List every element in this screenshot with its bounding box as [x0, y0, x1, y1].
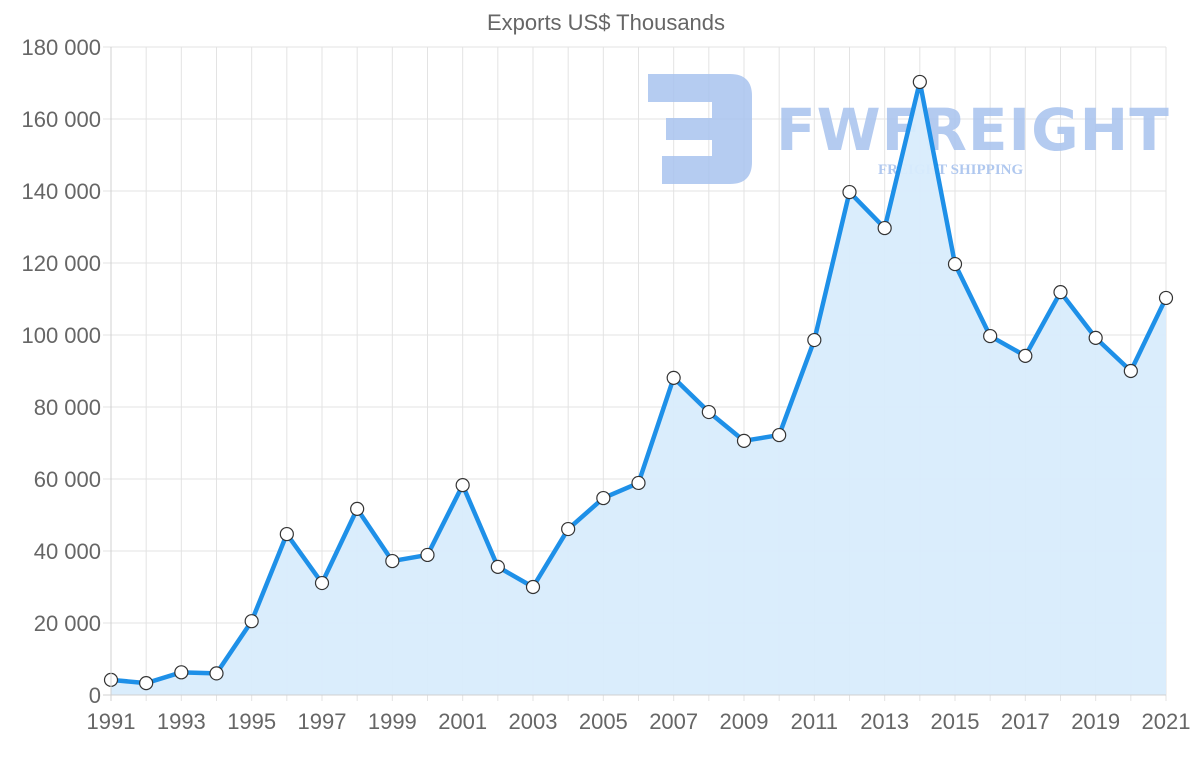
data-point[interactable]: 1998: 51700	[350, 501, 365, 516]
data-point[interactable]: 2018: 111900	[1053, 285, 1068, 300]
x-tick-label: 1997	[298, 709, 347, 734]
area-fill	[111, 81, 1166, 696]
x-tick-label: 2003	[509, 709, 558, 734]
y-tick-label: 160 000	[21, 107, 101, 132]
data-point[interactable]: 2001: 58300	[455, 478, 470, 493]
data-point[interactable]: 2013: 129700	[877, 220, 892, 236]
data-point[interactable]: 2005: 54700	[596, 490, 611, 506]
x-tick-label: 1995	[227, 709, 276, 734]
y-tick-label: 40 000	[34, 539, 101, 564]
data-point[interactable]: 2010: 72200	[772, 427, 787, 443]
y-tick-label: 20 000	[34, 611, 101, 636]
x-tick-label: 2013	[860, 709, 909, 734]
data-point[interactable]: 2014: 170300	[912, 74, 927, 90]
chart-title: Exports US$ Thousands	[487, 10, 725, 35]
x-tick-label: 1991	[87, 709, 136, 734]
axes	[103, 47, 1166, 701]
fwfreight-logo-icon	[648, 74, 752, 184]
data-point[interactable]: 2003: 30000	[525, 579, 541, 595]
y-tick-label: 60 000	[34, 467, 101, 492]
x-tick-label: 1993	[157, 709, 206, 734]
x-tick-label: 2007	[649, 709, 698, 734]
y-tick-label: 180 000	[21, 35, 101, 60]
data-point[interactable]: 2002: 35600	[490, 559, 505, 574]
x-axis-labels: 1991 1993 1995 1997 1999 2001 2003 2005 2007 2009…	[87, 709, 1191, 734]
x-tick-label: 2009	[720, 709, 769, 734]
y-axis-labels: 0 20 000 40 000 60 000 80 000 100 000 120 000 1…	[21, 35, 101, 708]
x-tick-label: 2005	[579, 709, 628, 734]
data-point[interactable]: 1993: 6300	[174, 665, 189, 680]
data-point[interactable]: 2021: 110300	[1158, 290, 1174, 306]
x-tick-label: 2011	[791, 709, 838, 734]
data-point[interactable]: 2017: 94200	[1018, 348, 1033, 363]
data-point[interactable]: 2020: 90000	[1123, 363, 1138, 379]
x-tick-label: 2001	[438, 709, 487, 734]
data-point[interactable]: 2016: 99700	[983, 328, 998, 344]
data-point[interactable]: 2007: 88100	[666, 370, 681, 385]
data-point[interactable]: 2011: 98600	[807, 332, 822, 348]
data-point[interactable]: 1992: 3300	[139, 676, 154, 691]
x-tick-label: 2017	[1001, 709, 1050, 734]
y-tick-label: 100 000	[21, 323, 101, 348]
data-point[interactable]: 2006: 58900	[631, 475, 646, 491]
data-point[interactable]: 2004: 46100	[561, 521, 576, 537]
y-tick-label: 0	[89, 683, 101, 708]
data-point[interactable]: 1995: 20500	[244, 614, 259, 629]
data-point[interactable]: 2012: 139700	[842, 184, 857, 200]
y-tick-label: 120 000	[21, 251, 101, 276]
x-tick-label: 2019	[1071, 709, 1120, 734]
data-point[interactable]: 1997: 31100	[314, 575, 330, 591]
data-point[interactable]: 2008: 78600	[701, 404, 716, 420]
x-tick-label: 2021	[1142, 709, 1191, 734]
data-points: 1991: 42001992: 33001993: 63001994: 6000…	[103, 74, 1174, 691]
data-point[interactable]: 1999: 37200	[385, 553, 400, 569]
watermark-brand: FWFREIGHT	[776, 96, 1170, 164]
data-point[interactable]: 1996: 44700	[279, 526, 294, 542]
y-tick-label: 140 000	[21, 179, 101, 204]
data-point[interactable]: 2015: 119700	[947, 256, 963, 272]
y-tick-label: 80 000	[34, 395, 101, 420]
x-tick-label: 1999	[368, 709, 417, 734]
data-point[interactable]: 2009: 70600	[736, 433, 752, 448]
x-tick-label: 2015	[931, 709, 980, 734]
